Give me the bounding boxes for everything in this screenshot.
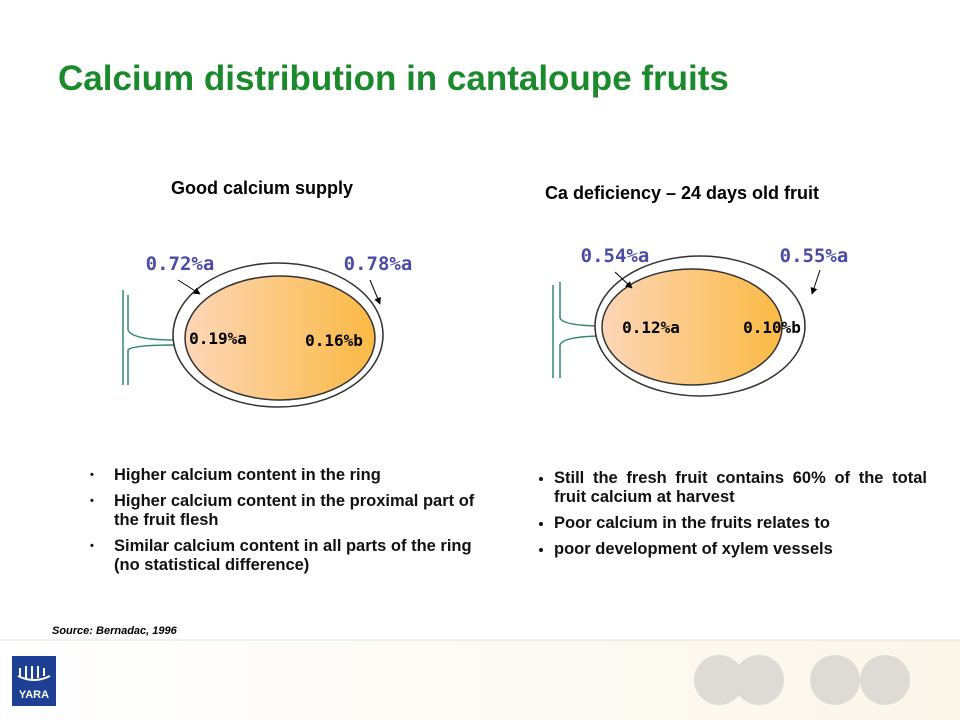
bullet: Similar calcium content in all parts of … <box>90 537 497 575</box>
left-bullets: Higher calcium content in the ring Higher… <box>90 466 497 582</box>
logo-ship <box>17 666 51 681</box>
flesh-label: 0.12%a <box>622 318 680 337</box>
stem <box>122 290 176 385</box>
right-bullets: Still the fresh fruit contains 60% of th… <box>532 469 927 566</box>
title: Calcium distribution in cantaloupe fruit… <box>58 59 729 98</box>
arrow <box>369 279 381 305</box>
ring-label: 0.72%a <box>146 253 215 275</box>
flesh-label: 0.10%b <box>743 318 801 337</box>
logo-text: YARA <box>19 689 49 701</box>
fruit-flesh <box>601 268 783 386</box>
bullet: poor development of xylem vessels <box>554 540 927 559</box>
bullet: Poor calcium in the fruits relates to <box>554 514 927 533</box>
bullet: Higher calcium content in the ring <box>90 466 497 485</box>
arrow <box>177 279 201 295</box>
right-heading: Ca deficiency – 24 days old fruit <box>545 183 819 203</box>
left-heading: Good calcium supply <box>171 178 353 198</box>
fruit-flesh <box>184 275 376 401</box>
bullet: Higher calcium content in the proximal p… <box>90 492 497 530</box>
ring-label: 0.78%a <box>344 253 413 275</box>
arrow <box>810 269 821 295</box>
bullet: Still the fresh fruit contains 60% of th… <box>554 469 927 507</box>
flesh-label: 0.19%a <box>189 329 247 348</box>
ring-label: 0.55%a <box>780 245 849 267</box>
flesh-label: 0.16%b <box>305 331 363 350</box>
decor-circles <box>694 655 910 705</box>
arrow <box>614 271 633 289</box>
footer-band <box>0 640 960 720</box>
source: Source: Bernadac, 1996 <box>52 625 178 637</box>
ring-label: 0.54%a <box>581 245 650 267</box>
